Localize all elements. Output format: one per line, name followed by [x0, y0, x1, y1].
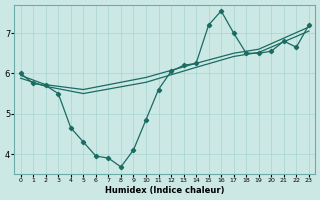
X-axis label: Humidex (Indice chaleur): Humidex (Indice chaleur)	[105, 186, 225, 195]
